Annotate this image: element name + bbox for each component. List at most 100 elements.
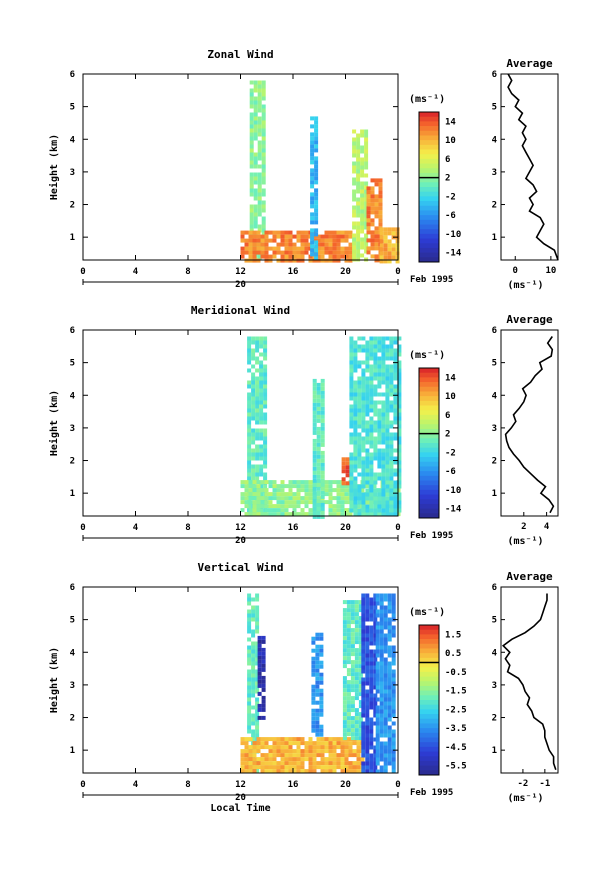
data-cell	[342, 664, 347, 669]
data-cell	[344, 484, 349, 489]
data-cell	[276, 496, 281, 501]
data-cell	[319, 648, 324, 653]
data-cell	[259, 352, 264, 357]
data-cell	[350, 700, 355, 705]
data-cell	[296, 238, 301, 243]
data-cell	[369, 452, 374, 457]
data-cell	[328, 250, 333, 255]
data-cell	[251, 472, 256, 477]
data-cell	[365, 701, 370, 706]
colorbar-segment	[419, 681, 439, 687]
data-cell	[319, 732, 324, 737]
data-cell	[296, 492, 301, 497]
data-cell	[361, 745, 366, 750]
data-cell	[310, 132, 315, 137]
colorbar-segment	[419, 433, 439, 439]
average-y-tick-label: 6	[492, 70, 497, 80]
data-cell	[364, 189, 369, 194]
data-cell	[240, 749, 245, 754]
data-cell	[280, 242, 285, 247]
data-cell	[383, 657, 388, 662]
data-cell	[249, 184, 254, 189]
data-cell	[332, 254, 337, 259]
data-cell	[252, 745, 257, 750]
data-cell	[280, 508, 285, 513]
data-cell	[310, 228, 315, 233]
data-cell	[377, 384, 382, 389]
data-cell	[272, 749, 277, 754]
data-cell	[365, 440, 370, 445]
data-cell	[381, 492, 386, 497]
data-cell	[379, 681, 384, 686]
data-cell	[356, 209, 361, 214]
data-cell	[365, 593, 370, 598]
average-x-tick-label: -1	[539, 779, 550, 789]
data-cell	[253, 136, 258, 141]
data-cell	[365, 348, 370, 353]
data-cell	[379, 749, 384, 754]
data-cell	[360, 133, 365, 138]
data-cell	[300, 500, 305, 505]
data-cell	[336, 504, 341, 509]
data-cell	[353, 340, 358, 345]
x-tick-label: 8	[185, 267, 190, 277]
data-cell	[389, 496, 394, 501]
data-cell	[247, 412, 252, 417]
data-cell	[387, 669, 392, 674]
data-cell	[259, 468, 264, 473]
data-cell	[365, 649, 370, 654]
data-cell	[361, 665, 366, 670]
data-cell	[361, 396, 366, 401]
colorbar-segment	[419, 625, 439, 631]
data-cell	[373, 749, 378, 754]
data-cell	[314, 200, 319, 205]
data-cell	[377, 476, 382, 481]
data-cell	[365, 741, 370, 746]
data-cell	[369, 376, 374, 381]
data-cell	[387, 609, 392, 614]
data-cell	[374, 182, 379, 187]
data-cell	[256, 500, 261, 505]
data-cell	[249, 140, 254, 145]
data-cell	[314, 160, 319, 165]
data-cell	[365, 404, 370, 409]
data-cell	[312, 769, 317, 774]
data-cell	[369, 504, 374, 509]
data-cell	[357, 508, 362, 513]
data-cell	[247, 693, 252, 698]
data-cell	[377, 380, 382, 385]
data-cell	[357, 488, 362, 493]
data-cell	[248, 761, 253, 766]
data-cell	[263, 412, 268, 417]
data-cell	[375, 717, 380, 722]
data-cell	[249, 160, 254, 165]
colorbar-tick-label: -14	[445, 505, 462, 515]
data-cell	[314, 120, 319, 125]
data-cell	[251, 412, 256, 417]
data-cell	[365, 721, 370, 726]
data-cell	[387, 697, 392, 702]
data-cell	[349, 496, 354, 501]
data-cell	[315, 672, 320, 677]
data-cell	[375, 625, 380, 630]
data-cell	[365, 432, 370, 437]
y-tick-label: 3	[70, 168, 75, 178]
data-cell	[261, 116, 266, 121]
data-cell	[332, 769, 337, 774]
data-cell	[300, 238, 305, 243]
data-cell	[346, 732, 351, 737]
data-cell	[385, 452, 390, 457]
colorbar-segment	[419, 447, 439, 453]
data-cell	[280, 504, 285, 509]
data-cell	[311, 720, 316, 725]
data-cell	[251, 689, 256, 694]
data-cell	[328, 757, 333, 762]
data-cell	[397, 352, 402, 357]
data-cell	[354, 732, 359, 737]
colorbar-segment	[419, 643, 439, 649]
data-cell	[389, 460, 394, 465]
data-cell	[251, 721, 256, 726]
data-cell	[332, 512, 337, 517]
data-cell	[320, 258, 325, 263]
data-cell	[365, 665, 370, 670]
